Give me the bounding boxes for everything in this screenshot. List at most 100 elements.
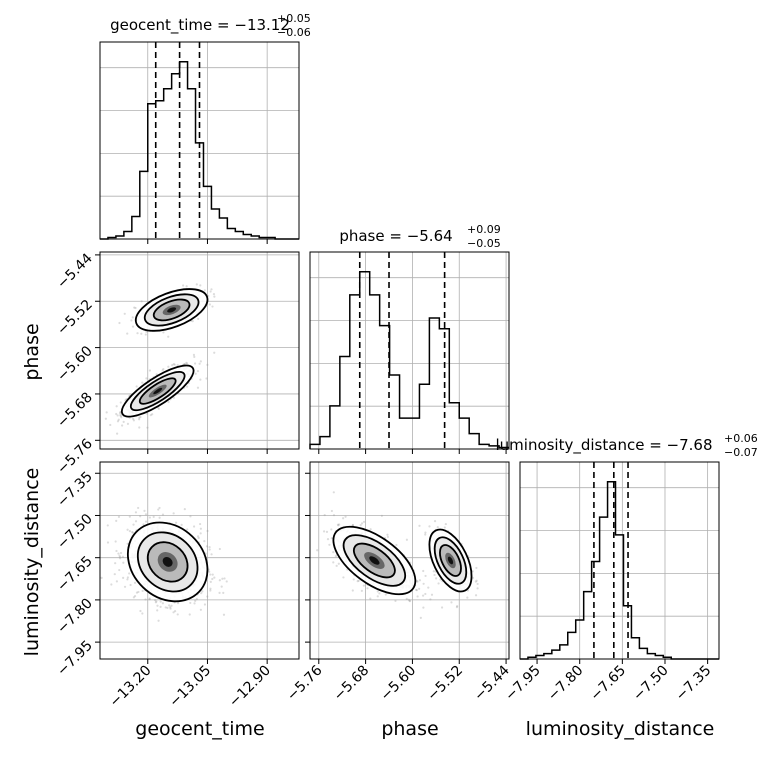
sample-point xyxy=(196,370,200,373)
sample-point xyxy=(128,572,131,575)
sample-point xyxy=(191,320,194,323)
sample-point xyxy=(450,601,453,604)
sample-point xyxy=(421,594,425,597)
sample-point xyxy=(119,401,122,404)
histogram-panel-geocent_time xyxy=(99,41,300,240)
sample-point xyxy=(176,613,179,616)
contour-line xyxy=(138,377,177,405)
x-tick-label: −5.68 xyxy=(331,663,373,705)
sample-point xyxy=(115,405,118,408)
sample-point xyxy=(332,514,336,517)
contour-line xyxy=(136,531,199,593)
sample-point xyxy=(376,595,379,598)
title-geocent-time-sup: +0.05 xyxy=(277,12,311,25)
histogram-panel-luminosity_distance xyxy=(519,461,720,660)
sample-point xyxy=(362,520,366,523)
sample-point xyxy=(322,530,326,533)
sample-point xyxy=(419,616,422,619)
sample-point xyxy=(337,524,340,527)
contour-line xyxy=(129,371,186,412)
sample-point xyxy=(428,525,431,528)
sample-point xyxy=(182,284,185,287)
sample-point xyxy=(185,361,188,364)
x-tick-label: −7.35 xyxy=(673,663,715,705)
sample-point xyxy=(195,283,198,286)
sample-point xyxy=(116,414,119,417)
sample-point xyxy=(206,595,209,598)
x-tick-label: −7.95 xyxy=(502,663,544,705)
sample-point xyxy=(157,407,160,411)
sample-point xyxy=(115,412,118,416)
sample-point xyxy=(356,580,359,583)
sample-point xyxy=(328,543,331,546)
sample-point xyxy=(92,543,94,545)
sample-point xyxy=(151,413,154,416)
sample-point xyxy=(109,423,112,427)
sample-point xyxy=(475,579,478,582)
sample-point xyxy=(384,593,387,596)
sample-point xyxy=(94,417,96,419)
sample-point xyxy=(113,573,116,576)
sample-point xyxy=(100,576,103,579)
contour-line xyxy=(439,544,462,577)
sample-point xyxy=(474,580,477,583)
sample-point xyxy=(212,293,216,296)
sample-point xyxy=(197,536,200,540)
sample-point xyxy=(209,580,212,583)
sample-point xyxy=(218,591,221,594)
sample-point xyxy=(133,306,136,309)
sample-point xyxy=(199,360,202,363)
sample-point xyxy=(132,523,135,526)
sample-point xyxy=(360,589,363,592)
title-phase: phase = −5.64 xyxy=(339,227,452,245)
sample-point xyxy=(338,523,341,526)
sample-point xyxy=(110,583,113,586)
title-geocent-time: geocent_time = −13.12 xyxy=(110,16,290,35)
sample-point xyxy=(436,526,439,529)
sample-point xyxy=(138,426,141,429)
sample-point xyxy=(424,592,427,596)
sample-point xyxy=(408,600,412,603)
sample-point xyxy=(197,317,200,320)
x-tick-label: −7.50 xyxy=(630,663,672,705)
sample-point xyxy=(194,599,197,602)
sample-point xyxy=(223,577,226,580)
sample-point xyxy=(424,531,427,534)
sample-point xyxy=(158,516,161,519)
sample-point xyxy=(188,613,191,616)
sample-point xyxy=(161,602,165,605)
sample-point xyxy=(126,332,129,335)
sample-point xyxy=(435,577,438,580)
sample-point xyxy=(342,576,345,579)
histogram-panel-phase xyxy=(309,251,510,450)
sample-point xyxy=(137,506,140,510)
sample-point xyxy=(117,418,120,421)
sample-point xyxy=(106,541,110,544)
sample-point xyxy=(394,599,397,602)
sample-point xyxy=(351,523,354,527)
sample-point xyxy=(455,606,459,609)
contour-line xyxy=(120,364,195,418)
sample-point xyxy=(206,529,209,533)
histogram-step xyxy=(520,480,719,660)
sample-point xyxy=(141,589,144,592)
sample-point xyxy=(130,319,133,322)
density-level xyxy=(153,387,163,395)
sample-point xyxy=(123,585,127,588)
sample-point xyxy=(153,598,157,602)
sample-point xyxy=(122,420,125,423)
sample-point xyxy=(114,540,117,543)
sample-point xyxy=(210,288,213,291)
sample-point xyxy=(131,531,134,534)
sample-point xyxy=(203,603,207,606)
sample-point xyxy=(199,532,202,535)
sample-point xyxy=(209,290,212,293)
sample-point xyxy=(332,551,335,554)
sample-point xyxy=(162,368,165,371)
sample-point xyxy=(475,566,478,570)
sample-point xyxy=(118,554,121,557)
sample-point xyxy=(211,573,214,576)
sample-point xyxy=(138,416,141,419)
sample-point xyxy=(415,588,418,591)
sample-point xyxy=(158,506,161,510)
